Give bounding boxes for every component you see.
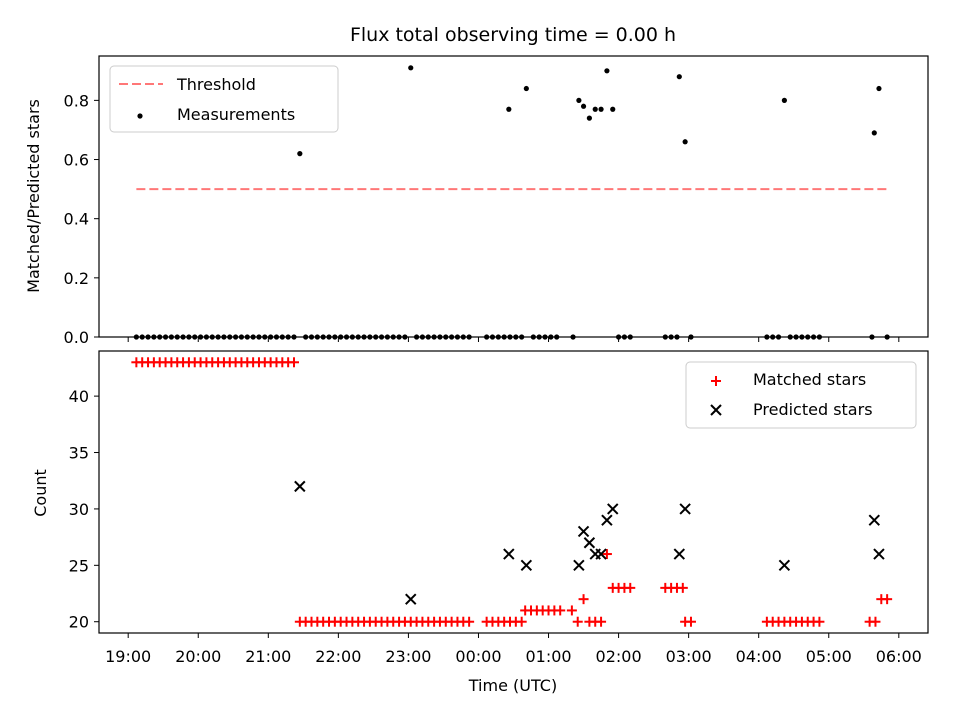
top-ylabel: Matched/Predicted stars (24, 99, 43, 293)
top-xticks (127, 337, 900, 342)
measurement-point (604, 68, 610, 74)
ytick-label: 0.8 (64, 91, 89, 110)
predicted-star-point (405, 593, 417, 605)
top-axes-frame (98, 55, 929, 338)
xtick-label: 00:00 (455, 647, 501, 666)
bottom-ylabel: Count (31, 469, 50, 517)
xtick-label: 06:00 (876, 647, 922, 666)
matched-star-point (596, 616, 607, 627)
bottom-axes-frame (98, 350, 929, 634)
bottom-xlabel: Time (UTC) (468, 676, 557, 695)
bottom-xticks: 19:00 20:00 21:00 22:00 23:00 00:00 01:00 02:00… (105, 633, 922, 666)
matched-star-point (870, 616, 881, 627)
matched-star-point (578, 594, 589, 605)
ytick-label: 30 (69, 500, 89, 519)
predicted-star-point (583, 537, 596, 549)
bottom-panel: Count Time (UTC) 20 25 30 35 40 19:00 20:00 21… (31, 350, 929, 695)
matched-star-point (555, 605, 566, 616)
legend-measurements-label: Measurements (177, 105, 295, 124)
predicted-star-point (778, 559, 791, 572)
predicted-star-point (673, 548, 686, 560)
ytick-label: 20 (69, 613, 89, 632)
measurement-point (781, 97, 787, 103)
measurement-point (676, 74, 682, 80)
xtick-label: 05:00 (806, 647, 852, 666)
matched-star-point (464, 616, 475, 627)
chart-title: Flux total observing time = 0.00 h (350, 24, 676, 46)
predicted-star-point (601, 514, 613, 526)
predicted-star-point (679, 503, 691, 515)
predicted-star-point (595, 548, 607, 560)
matched-star-point (516, 616, 527, 627)
measurement-point (610, 106, 616, 112)
predicted-star-point (520, 559, 533, 572)
top-yticks: 0.0 0.2 0.4 0.6 0.8 (64, 91, 99, 347)
ytick-label: 25 (69, 556, 89, 575)
bottom-yticks: 20 25 30 35 40 (69, 387, 99, 632)
matched-star-point (572, 616, 583, 627)
top-plot-area (133, 65, 890, 340)
xtick-label: 01:00 (525, 647, 571, 666)
legend-measurements-swatch (137, 113, 143, 119)
measurement-point (592, 106, 598, 112)
measurement-point (580, 103, 587, 109)
xtick-label: 03:00 (666, 647, 712, 666)
matched-star-point (601, 549, 612, 560)
measurement-point (506, 106, 512, 112)
measurement-point (682, 139, 688, 145)
top-legend: Threshold Measurements (109, 65, 339, 133)
xtick-label: 02:00 (596, 647, 642, 666)
ytick-label: 0.0 (64, 328, 89, 347)
measurement-point (297, 151, 303, 157)
predicted-star-point (868, 514, 880, 526)
legend-predicted-swatch (710, 404, 722, 416)
measurement-point (408, 65, 414, 71)
xtick-label: 04:00 (736, 647, 782, 666)
ytick-label: 40 (69, 387, 89, 406)
bottom-plot-area (131, 357, 893, 627)
bottom-legend: Matched stars Predicted stars (685, 361, 917, 429)
matched-star-point (625, 582, 636, 593)
legend-matched-label: Matched stars (753, 370, 866, 389)
top-legend-box (109, 65, 339, 133)
xtick-label: 20:00 (175, 647, 221, 666)
measurement-point (876, 85, 882, 92)
ytick-label: 0.2 (64, 269, 89, 288)
ytick-label: 0.6 (64, 151, 89, 170)
predicted-star-point (503, 548, 515, 560)
matched-star-point (677, 582, 688, 593)
matched-star-point (566, 605, 577, 616)
legend-matched-swatch (711, 376, 721, 386)
matched-star-point (814, 616, 825, 627)
measurement-point (523, 85, 529, 92)
matched-star-point (685, 616, 696, 627)
matched-star-point (882, 594, 893, 605)
predicted-star-point (573, 559, 585, 572)
legend-threshold-label: Threshold (176, 75, 256, 94)
matched-star-point (288, 357, 299, 368)
xtick-label: 21:00 (245, 647, 291, 666)
ytick-label: 35 (69, 444, 89, 463)
bottom-legend-box (685, 361, 917, 429)
predicted-star-point (577, 525, 590, 538)
predicted-star-point (607, 503, 619, 515)
predicted-star-point (873, 548, 885, 560)
xtick-label: 23:00 (385, 647, 431, 666)
xtick-label: 22:00 (315, 647, 361, 666)
xtick-label: 19:00 (105, 647, 151, 666)
legend-predicted-label: Predicted stars (753, 400, 873, 419)
measurement-point (598, 106, 604, 112)
measurement-point (576, 97, 582, 103)
measurement-point (586, 115, 592, 121)
measurement-point (871, 130, 877, 136)
predicted-star-point (294, 480, 306, 493)
ytick-label: 0.4 (64, 210, 89, 229)
top-panel: Flux total observing time = 0.00 h Match… (24, 24, 929, 347)
